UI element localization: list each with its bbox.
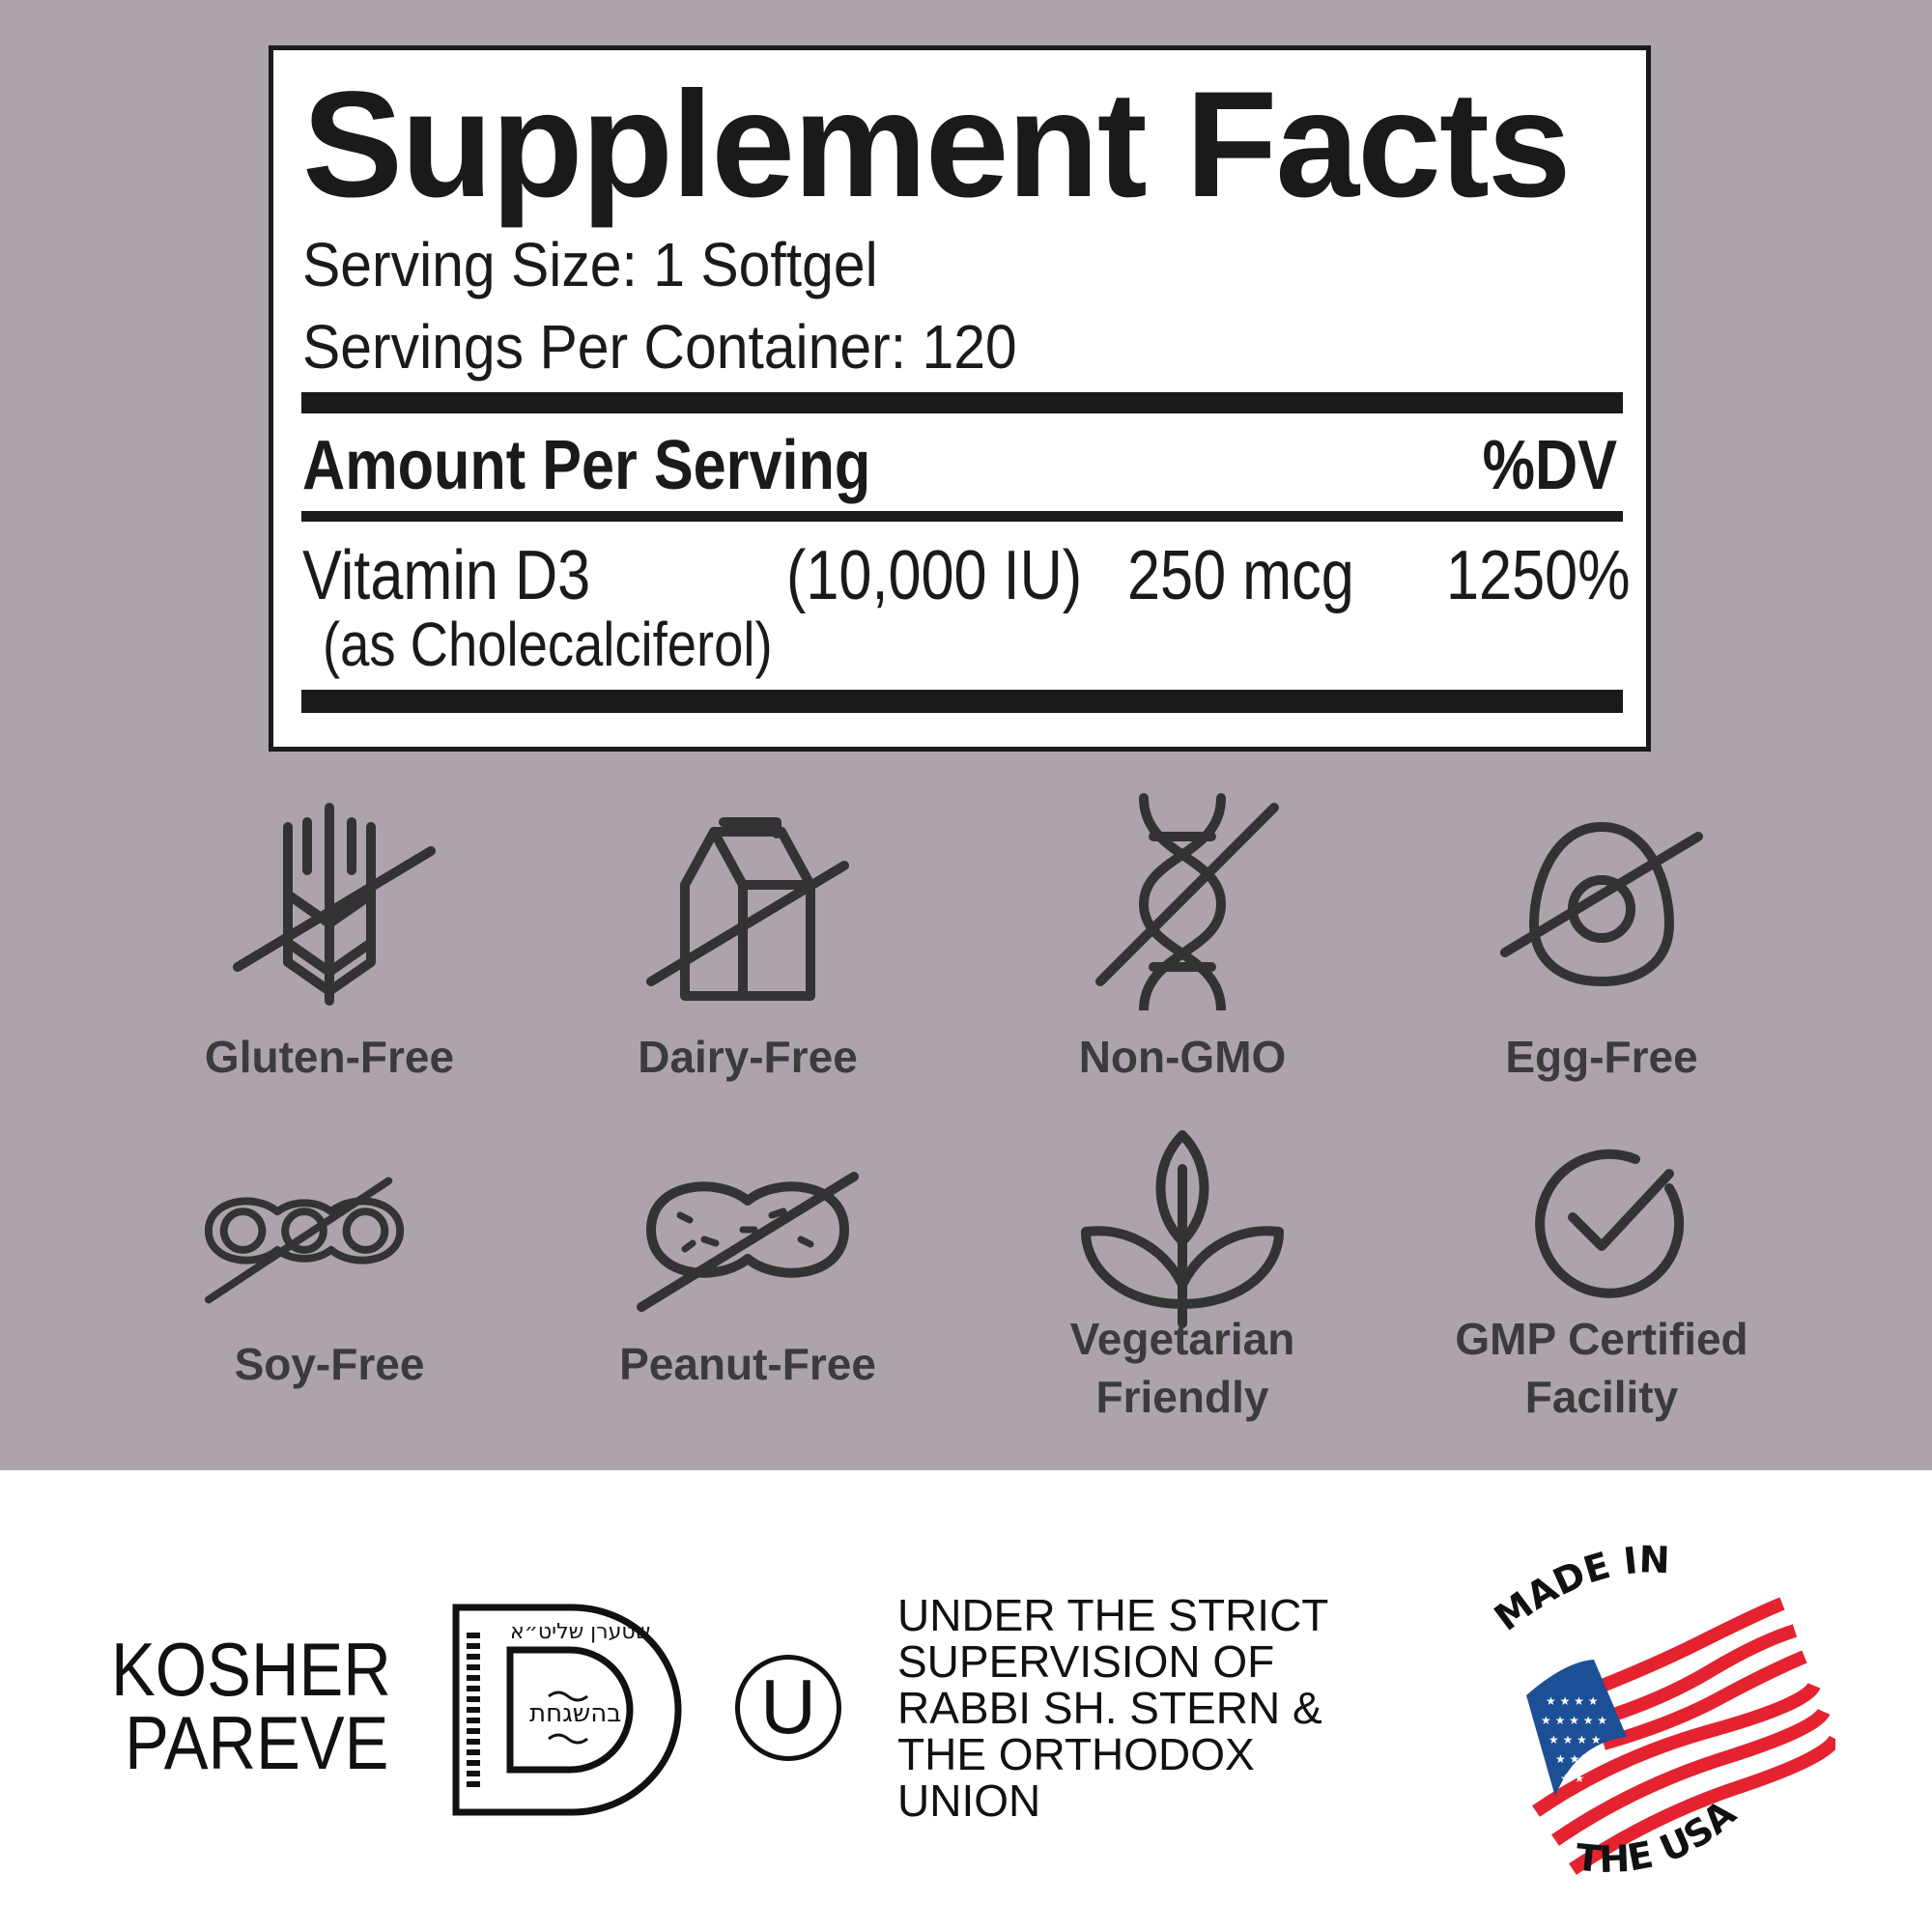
supervision-line: SUPERVISION OF: [897, 1636, 1275, 1687]
gluten-free-label: Gluten-Free: [204, 1032, 455, 1082]
nutrient-name: Vitamin D3: [302, 537, 591, 614]
milk-carton-crossed-icon: [637, 788, 859, 1010]
nutrient-amount: 250 mcg: [1127, 537, 1354, 614]
label-line: Facility: [1524, 1372, 1679, 1422]
svg-text:★ ★ ★ ★ ★: ★ ★ ★ ★ ★: [1541, 1714, 1607, 1727]
facts-title: Supplement Facts: [302, 61, 1572, 229]
dairy-free-label: Dairy-Free: [638, 1032, 858, 1082]
serving-size: Serving Size: 1 Softgel: [302, 230, 878, 299]
supervision-line: UNDER THE STRICT: [897, 1590, 1329, 1640]
made-in-usa-badge: ★ ★ ★ ★ ★ ★ ★ ★ ★ ★ ★ ★ ★ ★ ★ ★ ★ ★ MADE IN …: [1420, 1526, 1842, 1893]
non-gmo-label: Non-GMO: [1078, 1032, 1287, 1082]
dv-header: %DV: [1482, 427, 1617, 504]
egg-crossed-icon: [1491, 788, 1713, 1010]
kosher-pareve-text: KOSHER PAREVE: [111, 1632, 391, 1780]
supervision-text: UNDER THE STRICT SUPERVISION OF RABBI SH…: [897, 1592, 1328, 1824]
label-line: Friendly: [1095, 1372, 1269, 1422]
leaf-plant-icon: [1071, 1111, 1293, 1333]
soy-free-label: Soy-Free: [234, 1339, 425, 1389]
thick-divider: [301, 392, 1623, 413]
supervision-line: RABBI SH. STERN &: [897, 1683, 1322, 1733]
egg-free-label: Egg-Free: [1505, 1032, 1698, 1082]
svg-text:★ ★ ★: ★ ★ ★: [1555, 1752, 1594, 1766]
ou-kosher-symbol: U: [735, 1655, 841, 1761]
label-line: GMP Certified: [1455, 1314, 1748, 1364]
nutrient-source: (as Cholecalciferol): [323, 610, 773, 679]
svg-text:שטערן שליט״א: שטערן שליט״א: [510, 1620, 650, 1644]
label-line: Vegetarian: [1069, 1314, 1295, 1364]
supervision-line: THE ORTHODOX: [897, 1729, 1255, 1779]
supervision-line: UNION: [897, 1776, 1041, 1826]
wheat-crossed-icon: [218, 788, 440, 1010]
svg-text:★ ★ ★ ★: ★ ★ ★ ★: [1548, 1733, 1601, 1747]
svg-text:★ ★ ★ ★: ★ ★ ★ ★: [1546, 1694, 1598, 1708]
pareve-line: PAREVE: [125, 1700, 389, 1785]
dna-crossed-icon: [1071, 788, 1293, 1015]
gmp-certified-label: GMP Certified Facility: [1408, 1310, 1795, 1426]
peanut-free-label: Peanut-Free: [619, 1339, 876, 1389]
servings-per-container: Servings Per Container: 120: [302, 312, 1017, 382]
bottom-divider: [301, 690, 1623, 713]
svg-text:MADE IN: MADE IN: [1487, 1538, 1670, 1639]
amount-per-serving-header: Amount Per Serving: [302, 427, 871, 504]
nutrient-dv: 1250%: [1446, 537, 1631, 614]
nutrient-iu: (10,000 IU): [786, 537, 1083, 614]
svg-text:בהשגחת: בהשגחת: [529, 1699, 621, 1728]
vegetarian-friendly-label: Vegetarian Friendly: [989, 1310, 1376, 1426]
soybean-crossed-icon: [193, 1123, 415, 1346]
peanut-crossed-icon: [637, 1123, 859, 1346]
usa-flag-icon: ★ ★ ★ ★ ★ ★ ★ ★ ★ ★ ★ ★ ★ ★ ★ ★ ★ ★: [1526, 1597, 1842, 1875]
kosher-line: KOSHER: [111, 1627, 391, 1712]
svg-text:★ ★: ★ ★: [1560, 1772, 1584, 1785]
thin-divider: [301, 511, 1623, 522]
supplement-facts-panel: Supplement Facts Serving Size: 1 Softgel…: [269, 45, 1651, 752]
rabbi-stern-kosher-seal: בהשגחת שטערן שליט״א: [452, 1604, 694, 1816]
check-circle-icon: [1491, 1111, 1713, 1333]
